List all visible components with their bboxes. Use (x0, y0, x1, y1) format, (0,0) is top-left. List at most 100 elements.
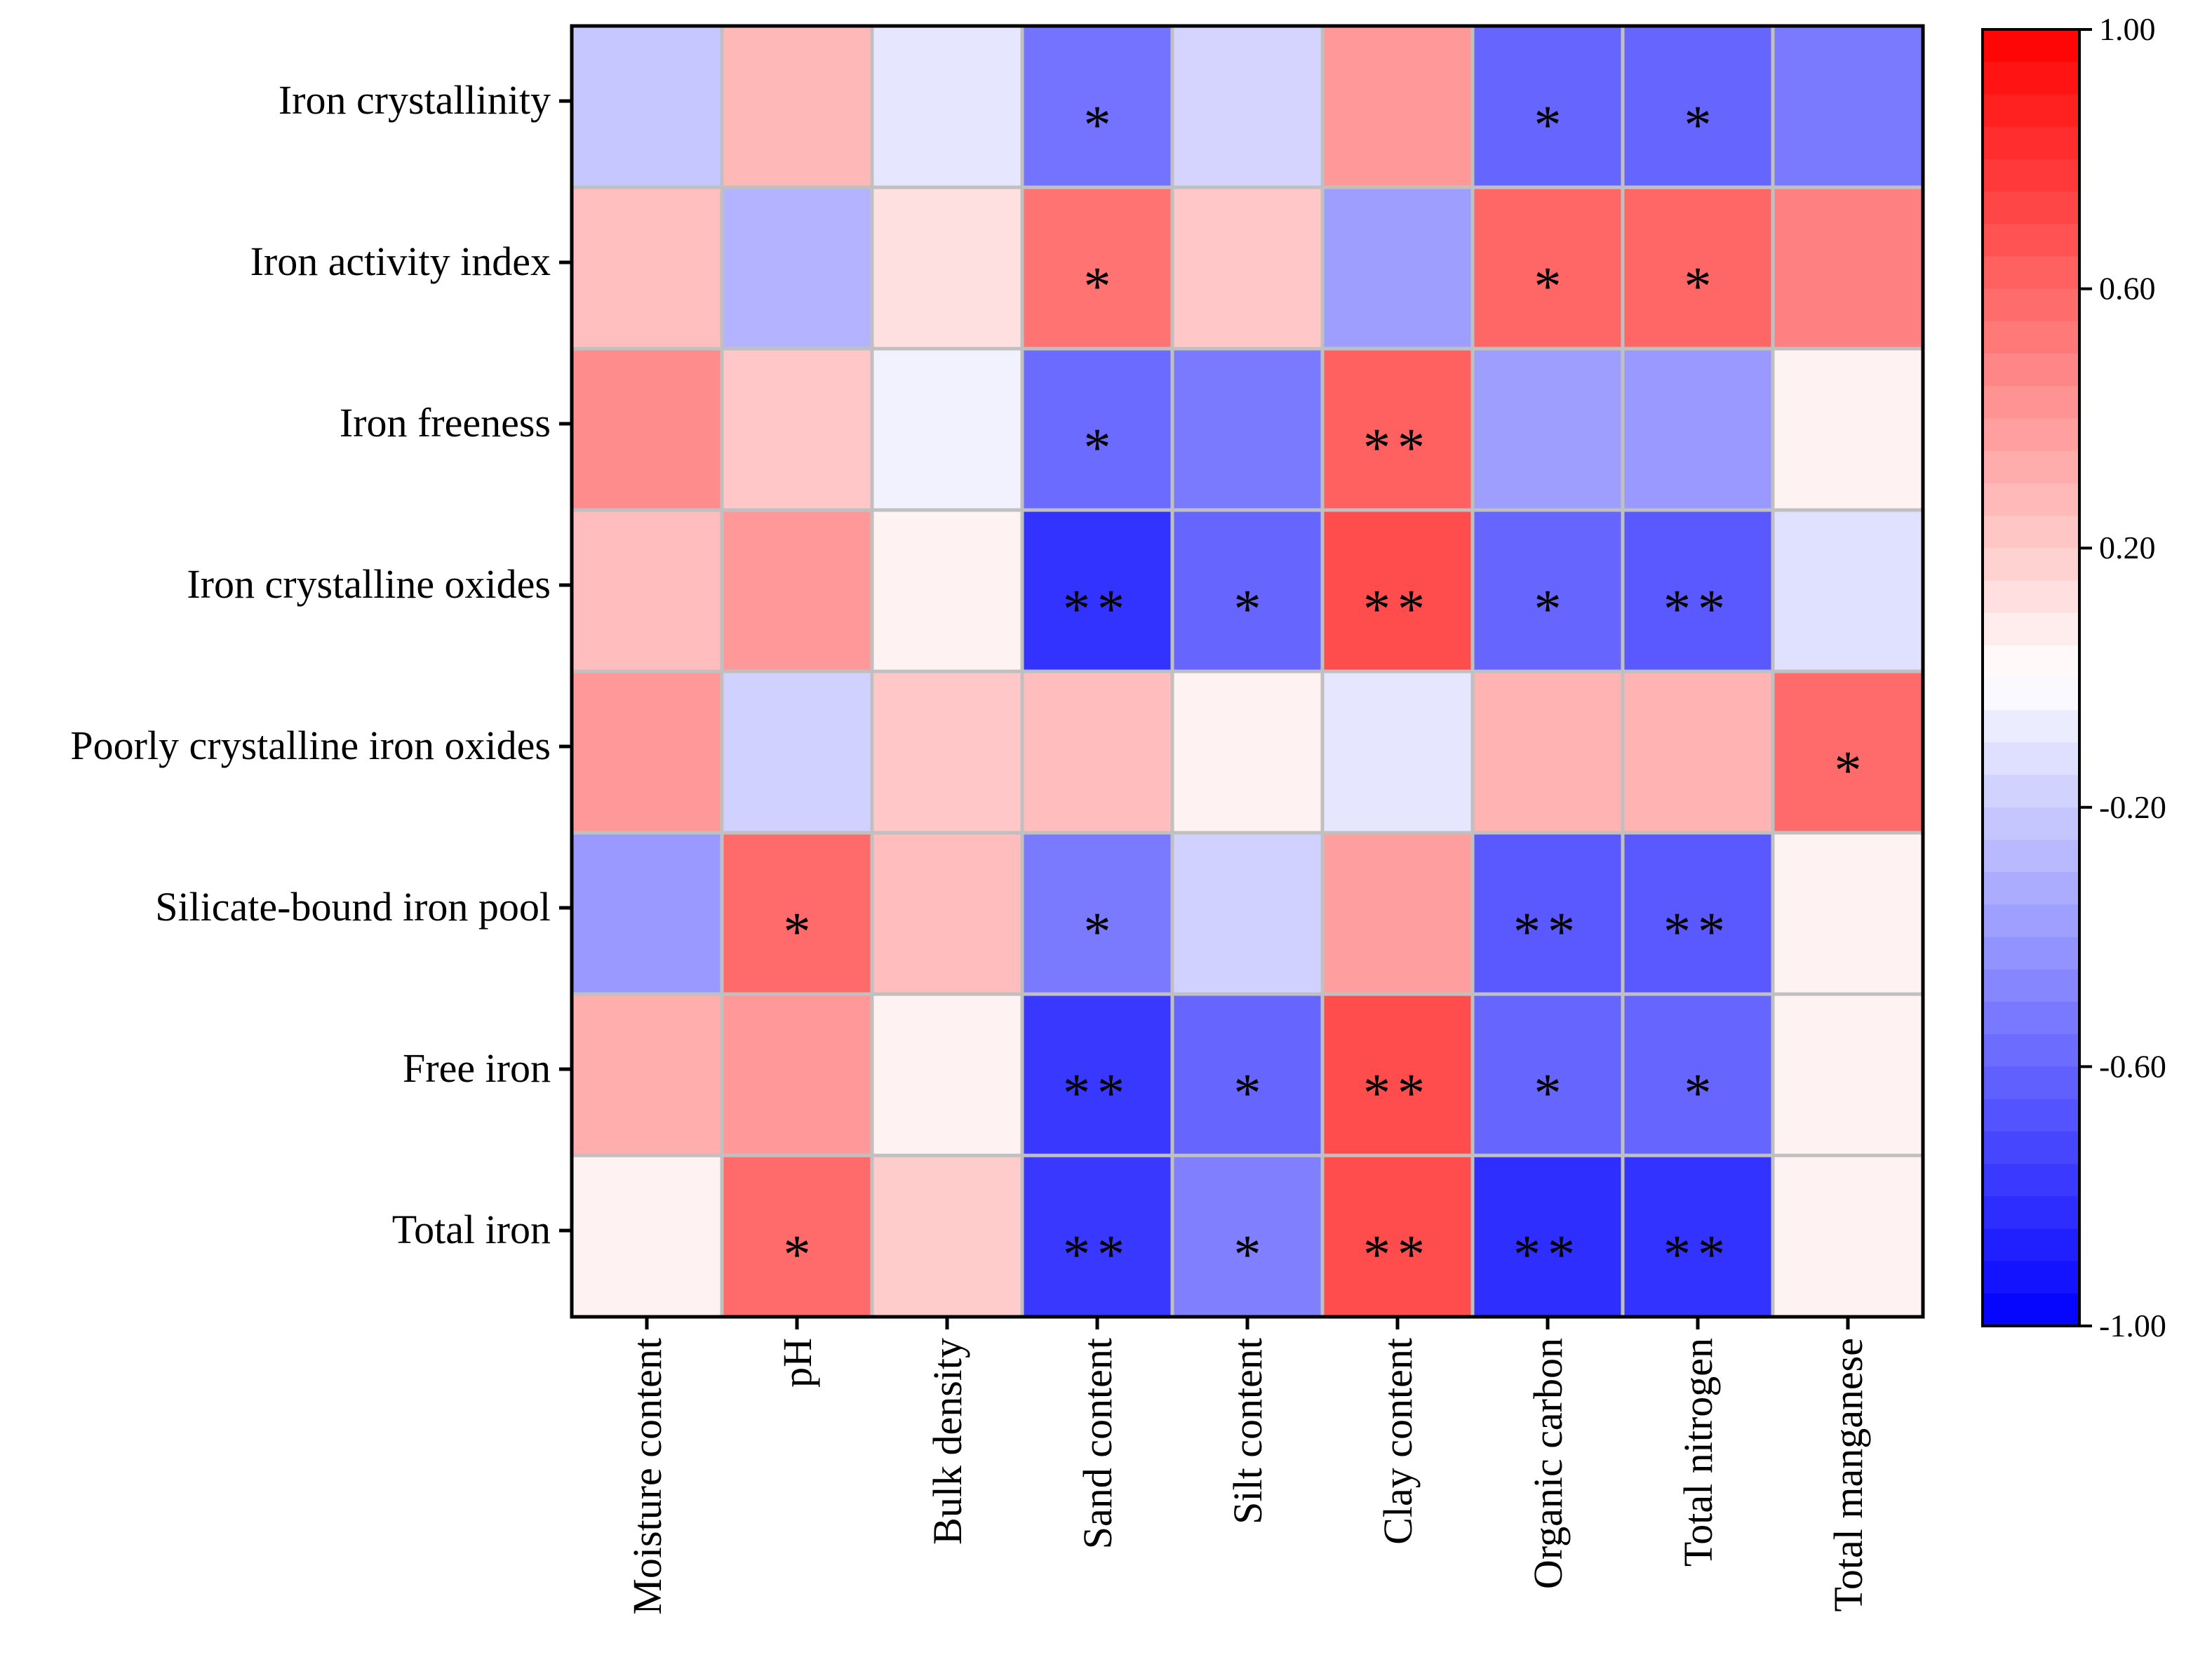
column-label: Bulk density (925, 1338, 970, 1545)
heatmap-cell (570, 347, 724, 512)
heatmap-cell (1470, 669, 1625, 835)
colorbar-step (1983, 1293, 2079, 1327)
significance-mark: * (784, 901, 811, 962)
column-label: Total manganese (1825, 1338, 1871, 1612)
heatmap-cell (1470, 831, 1625, 996)
colorbar-frame (1981, 28, 2081, 1327)
heatmap-cell (1320, 669, 1475, 835)
significance-mark: ** (1063, 1224, 1132, 1285)
colorbar-step (1983, 710, 2079, 743)
colorbar-step (1983, 1099, 2079, 1132)
heatmap-cell (1621, 185, 1775, 351)
significance-mark: * (1835, 739, 1862, 800)
significance-mark: ** (1363, 1224, 1432, 1285)
heatmap-cell (1320, 347, 1475, 512)
colorbar-step (1983, 1196, 2079, 1229)
heatmap-cell (1020, 831, 1174, 996)
heatmap-cell (1170, 992, 1325, 1158)
heatmap-cell (1170, 669, 1325, 835)
significance-mark: * (784, 1224, 811, 1285)
heatmap-cell (1470, 347, 1625, 512)
heatmap-cell (1470, 992, 1625, 1158)
heatmap-cell (870, 992, 1024, 1158)
colorbar-step (1983, 548, 2079, 581)
heatmap-cell (570, 669, 724, 835)
heatmap-cell (1771, 508, 1925, 673)
colorbar-step (1983, 1002, 2079, 1035)
significance-mark: * (1684, 1062, 1712, 1123)
significance-mark: * (1084, 901, 1111, 962)
colorbar-step (1983, 94, 2079, 128)
heatmap-cell (1621, 992, 1775, 1158)
heatmap-cell (870, 831, 1024, 996)
row-label: Iron crystalline oxides (187, 561, 551, 607)
significance-mark: * (1534, 1062, 1562, 1123)
row-axis: Iron crystallinity Iron activity index Iro… (70, 77, 572, 1252)
colorbar-step (1983, 612, 2079, 646)
heatmap-cell (870, 347, 1024, 512)
colorbar-step (1983, 1261, 2079, 1294)
significance-mark: * (1084, 94, 1111, 155)
heatmap-cell (1470, 24, 1625, 189)
heatmap-cell (1170, 508, 1325, 673)
colorbar-step (1983, 450, 2079, 484)
colorbar-tick-label: 1.00 (2099, 11, 2156, 47)
column-label: Clay content (1375, 1338, 1421, 1545)
colorbar-step (1983, 321, 2079, 354)
heatmap-cell (1320, 992, 1475, 1158)
colorbar-step (1983, 1228, 2079, 1262)
significance-mark: ** (1663, 578, 1732, 639)
colorbar-step (1983, 354, 2079, 387)
heatmap-cell (1170, 24, 1325, 189)
significance-mark: ** (1663, 901, 1732, 962)
colorbar-step (1983, 807, 2079, 840)
significance-mark: ** (1363, 578, 1432, 639)
heatmap-cell (720, 185, 874, 351)
row-label: Iron freeness (340, 400, 551, 445)
heatmap-cell (1170, 185, 1325, 351)
colorbar-step (1983, 775, 2079, 808)
colorbar-step (1983, 62, 2079, 95)
heatmap-cell (1621, 831, 1775, 996)
heatmap-cell (870, 1153, 1024, 1319)
heatmap-cell (570, 992, 724, 1158)
row-label: Total iron (392, 1207, 551, 1252)
row-label: Iron crystallinity (279, 77, 551, 123)
heatmap-cell (1771, 669, 1925, 835)
colorbar-step (1983, 872, 2079, 905)
heatmap-cell (1320, 24, 1475, 189)
heatmap-cell (1170, 347, 1325, 512)
significance-marks: * * ** * ** **** * ** * **** * ** **** * ** * ** ** * ** ** *… (784, 94, 1862, 1285)
heatmap-cell (1020, 669, 1174, 835)
significance-mark: * (1684, 94, 1712, 155)
color-scale-bar: 1.00 0.60 0.20 -0.20 -0.60 -1.00 (1981, 11, 2166, 1343)
heatmap-cell (1020, 992, 1174, 1158)
colorbar-step (1983, 904, 2079, 938)
colorbar-step (1983, 29, 2079, 62)
significance-mark: ** (1663, 1224, 1732, 1285)
heatmap-cell (1771, 992, 1925, 1158)
significance-mark: ** (1513, 1224, 1582, 1285)
heatmap-cell (1470, 1153, 1625, 1319)
significance-mark: * (1534, 255, 1562, 316)
significance-mark: * (1534, 94, 1562, 155)
colorbar-step (1983, 1164, 2079, 1197)
heatmap-cell (570, 24, 724, 189)
significance-mark: * (1684, 255, 1712, 316)
heatmap-cell (720, 24, 874, 189)
heatmap-cell (720, 669, 874, 835)
heatmap-cell (870, 24, 1024, 189)
significance-mark: ** (1363, 1062, 1432, 1123)
significance-mark: ** (1063, 1062, 1132, 1123)
heatmap-cell (570, 185, 724, 351)
heatmap-cell (720, 347, 874, 512)
heatmap-cell (570, 1153, 724, 1319)
heatmap-cell (1771, 347, 1925, 512)
significance-mark: ** (1063, 578, 1132, 639)
heatmap-cell (1771, 24, 1925, 189)
colorbar-step (1983, 1066, 2079, 1100)
column-axis: Moisture content pH Bulk density Sand conte… (624, 1317, 1871, 1615)
colorbar-step (1983, 224, 2079, 257)
heatmap-cell (720, 992, 874, 1158)
heatmap-cell (1170, 831, 1325, 996)
